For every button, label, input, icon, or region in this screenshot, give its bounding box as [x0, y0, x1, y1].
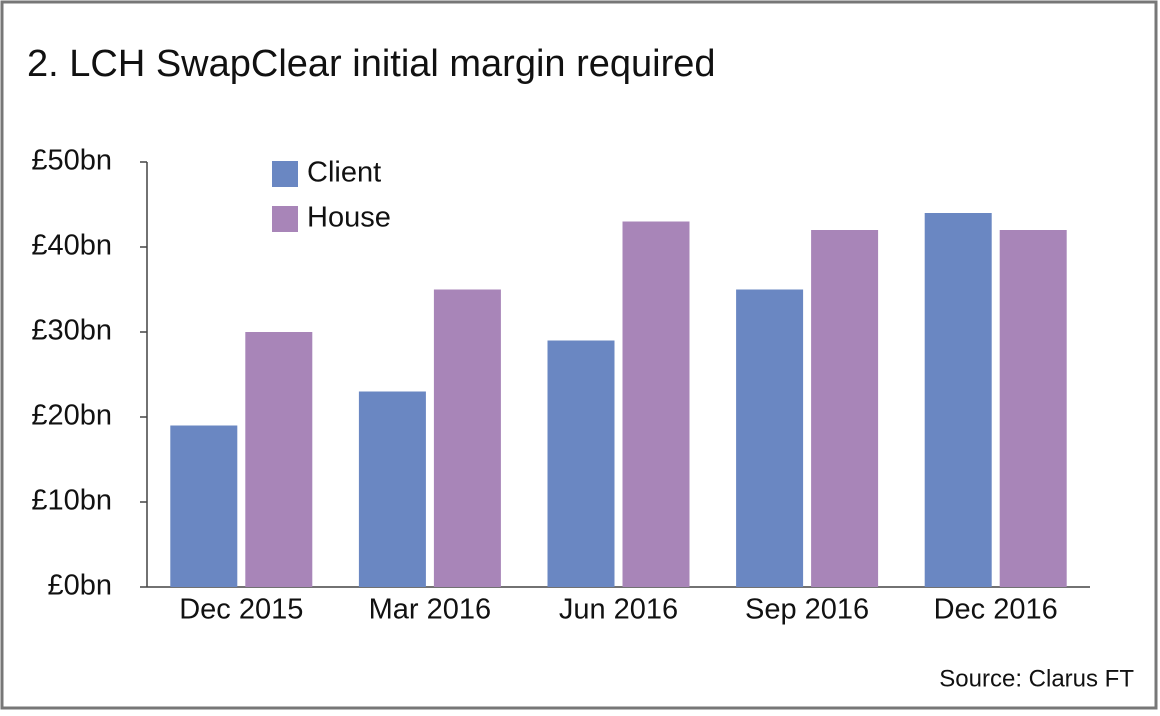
y-tick-label: £30bn — [31, 315, 112, 347]
x-tick-label: Sep 2016 — [745, 594, 869, 626]
legend-swatch — [272, 161, 298, 187]
y-tick-label: £20bn — [31, 400, 112, 432]
y-tick-label: £0bn — [47, 570, 112, 602]
bar — [547, 340, 615, 587]
source: Source: Clarus FT — [939, 665, 1134, 692]
bar — [170, 425, 238, 587]
y-tick-label: £40bn — [31, 230, 112, 262]
bar — [358, 391, 426, 587]
bar — [999, 230, 1067, 587]
bar — [245, 332, 313, 587]
legend-swatch — [272, 206, 298, 232]
x-tick-label: Dec 2015 — [179, 594, 303, 626]
chart-title: 2. LCH SwapClear initial margin required — [27, 43, 716, 85]
legend-label: House — [307, 202, 391, 234]
bar — [924, 213, 992, 587]
y-tick-label: £50bn — [31, 145, 112, 177]
y-tick-label: £10bn — [31, 485, 112, 517]
bar — [433, 289, 501, 587]
x-tick-label: Dec 2016 — [934, 594, 1058, 626]
legend-label: Client — [307, 157, 381, 189]
x-tick-label: Jun 2016 — [559, 594, 678, 626]
bar — [622, 221, 690, 587]
bar — [811, 230, 879, 587]
bar — [736, 289, 804, 587]
x-tick-label: Mar 2016 — [369, 594, 492, 626]
